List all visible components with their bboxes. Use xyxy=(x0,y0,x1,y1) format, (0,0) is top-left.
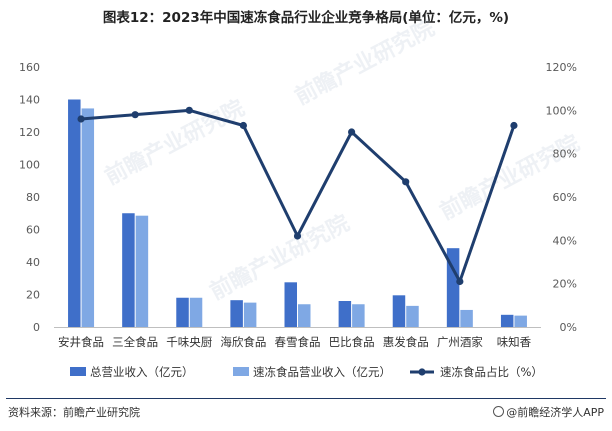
chart-title: 图表12：2023年中国速冻食品行业企业竞争格局(单位：亿元，%) xyxy=(102,10,510,26)
x-tick-label: 春雪食品 xyxy=(275,335,321,349)
x-tick-label: 海欣食品 xyxy=(220,335,266,349)
bar-frozen-revenue xyxy=(514,315,527,327)
y2-tick-label: 120% xyxy=(546,61,577,74)
line-point xyxy=(131,111,139,119)
line-point xyxy=(348,128,356,136)
y2-tick-label: 20% xyxy=(553,278,577,291)
y-tick-label: 40 xyxy=(26,256,40,269)
footer-rule xyxy=(6,398,606,399)
brand-text: @前瞻经济学人APP xyxy=(506,406,604,419)
x-tick-label: 安井食品 xyxy=(58,335,104,349)
bar-frozen-revenue xyxy=(81,108,95,327)
watermark-text: 前瞻产业研究院 xyxy=(101,95,249,190)
legend-label: 总营业收入（亿元） xyxy=(90,365,194,379)
line-point xyxy=(510,121,518,130)
watermark-text: 前瞻产业研究院 xyxy=(436,130,584,225)
legend-swatch xyxy=(70,367,86,376)
bar-frozen-revenue xyxy=(243,302,257,327)
x-tick-label: 惠发食品 xyxy=(383,335,429,349)
x-tick-label: 三全食品 xyxy=(112,335,158,349)
line-point xyxy=(239,121,247,130)
y2-tick-label: 60% xyxy=(553,191,577,204)
bar-total-revenue xyxy=(284,282,297,327)
watermark-text: 前瞻产业研究院 xyxy=(291,15,439,110)
y-tick-label: 160 xyxy=(19,61,40,74)
bar-total-revenue xyxy=(392,295,406,327)
legend-label: 速冻食品营业收入（亿元） xyxy=(253,365,391,379)
x-tick-label: 味知香 xyxy=(497,335,532,349)
y-tick-label: 20 xyxy=(26,289,40,302)
x-tick-label: 千味央厨 xyxy=(166,335,212,349)
y2-tick-label: 80% xyxy=(553,148,577,161)
legend-swatch xyxy=(233,367,249,376)
y2-tick-label: 40% xyxy=(553,234,577,247)
y-tick-label: 0 xyxy=(33,321,40,334)
bar-frozen-revenue xyxy=(460,309,473,327)
line-point xyxy=(456,277,464,286)
line-point xyxy=(402,178,410,186)
bar-frozen-revenue xyxy=(298,304,311,327)
bar-total-revenue xyxy=(122,213,135,327)
y-tick-label: 120 xyxy=(19,126,40,139)
legend-label: 速冻食品占比（%） xyxy=(440,365,543,379)
y-tick-label: 100 xyxy=(19,159,40,172)
brand-logo-icon xyxy=(493,406,505,417)
bar-total-revenue xyxy=(446,248,460,327)
watermark-text: 前瞻产业研究院 xyxy=(206,210,354,305)
y-tick-label: 60 xyxy=(26,224,40,237)
bar-total-revenue xyxy=(176,297,189,327)
x-tick-label: 巴比食品 xyxy=(329,335,375,349)
brand-credit: @前瞻经济学人APP xyxy=(493,404,604,420)
source-note: 资料来源：前瞻产业研究院 xyxy=(8,406,140,419)
line-point xyxy=(77,115,85,123)
footer: 资料来源：前瞻产业研究院 @前瞻经济学人APP xyxy=(0,398,612,431)
y-tick-label: 140 xyxy=(19,94,40,107)
y-tick-label: 80 xyxy=(26,191,40,204)
bar-total-revenue xyxy=(338,301,352,327)
bar-frozen-revenue xyxy=(406,305,419,327)
legend-swatch-marker xyxy=(418,368,426,376)
y2-tick-label: 100% xyxy=(546,104,577,117)
bar-total-revenue xyxy=(230,300,243,327)
bar-frozen-revenue xyxy=(135,215,149,327)
bar-frozen-revenue xyxy=(189,297,203,327)
line-point xyxy=(293,232,302,240)
bar-total-revenue xyxy=(500,314,514,327)
y2-tick-label: 0% xyxy=(560,321,577,334)
bar-total-revenue xyxy=(68,99,81,327)
line-point xyxy=(185,106,193,114)
bar-frozen-revenue xyxy=(352,304,365,327)
x-tick-label: 广州酒家 xyxy=(437,335,483,349)
